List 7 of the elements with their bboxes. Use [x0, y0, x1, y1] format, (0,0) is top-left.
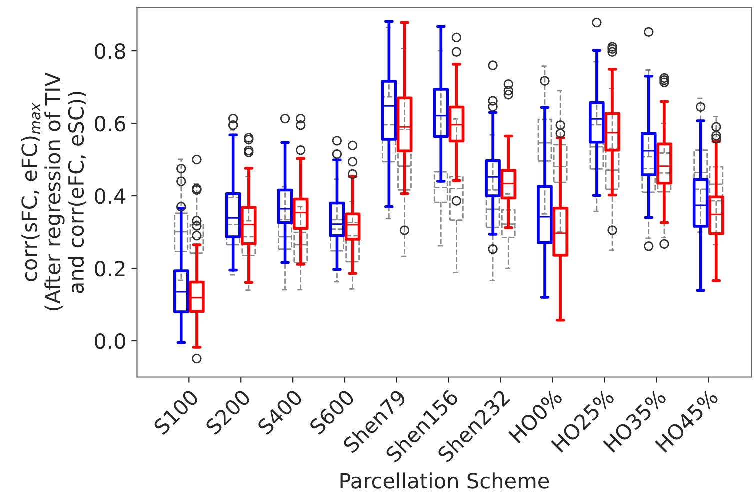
x-axis-title: Parcellation Scheme [340, 472, 550, 489]
y-tick-label: 0.0 [95, 333, 126, 350]
y-tick-label: 0.8 [95, 43, 126, 60]
y-tick-label: 0.6 [95, 116, 126, 132]
y-tick-label: 0.2 [95, 260, 125, 277]
y-tick-label: 0.4 [95, 188, 126, 204]
y-axis-title: corr(sFC, eFC)$_{max}$ (After regression of TIV and corr(eFC, eSC)) [21, 72, 87, 310]
